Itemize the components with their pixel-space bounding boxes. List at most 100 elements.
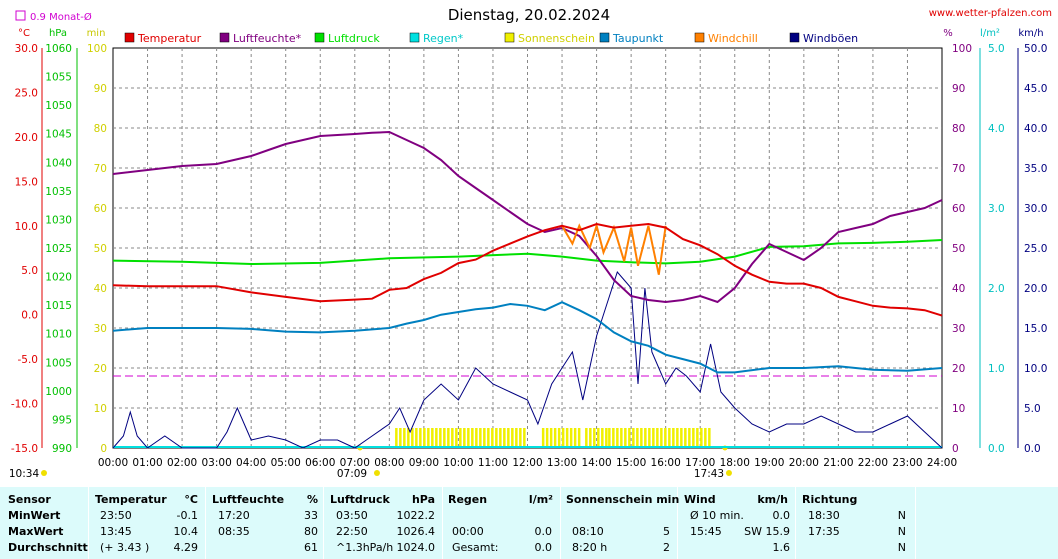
sunshine-bar [605,428,608,448]
stats-temp-time: 13:45 [100,525,132,538]
stats-row-label: Durchschnitt [8,541,88,554]
stats-dir-time: 17:35 [808,525,840,538]
pressure-tick-label: 1010 [45,329,72,341]
sunshine-bar [511,428,514,448]
pressure-tick-label: 1060 [45,43,72,55]
sunshine-bar [415,428,418,448]
stats-temp-value: 10.4 [173,525,199,538]
rain-tick-label: 1.0 [988,363,1005,375]
stats-dir-value: N [897,509,906,522]
wind-tick-label: 50.0 [1024,43,1047,55]
time-tick-label: 04:00 [236,457,266,469]
time-tick-label: 06:00 [305,457,335,469]
sunshine-bar [656,428,659,448]
sunshine-bar [680,428,683,448]
time-tick-label: 09:00 [409,457,439,469]
sunshine-bar [443,428,446,448]
sunshine-tick-label: 100 [87,43,107,55]
sunshine-bar [692,428,695,448]
time-tick-label: 11:00 [478,457,508,469]
sunshine-bar [423,428,426,448]
sunshine-bar [676,428,679,448]
series-line-temperatur [112,222,943,317]
website-label: www.wetter-pfalzen.com [929,8,1052,19]
sunshine-bar [632,428,635,448]
current-time-sun-icon [41,470,47,476]
sunshine-bar [411,428,414,448]
sunshine-tick-label: 90 [94,83,107,95]
stats-header-unit: % [306,493,318,506]
legend-label: Taupunkt [612,32,664,45]
pressure-tick-label: 1005 [45,357,72,369]
temp-tick-label: 15.0 [15,176,38,188]
sunshine-bar [523,428,526,448]
sunshine-bar [628,428,631,448]
sunshine-bar [487,428,490,448]
time-tick-label: 22:00 [858,457,888,469]
wind-tick-label: 0.0 [1024,443,1041,455]
humidity-tick-label: 100 [952,43,972,55]
sunshine-bar [565,428,569,448]
stats-press-time: 22:50 [336,525,368,538]
sunshine-bar [431,428,434,448]
pressure-tick-label: 1025 [45,243,72,255]
table-column-separator [795,487,796,559]
time-tick-label: 12:00 [512,457,542,469]
sunshine-bar [616,428,619,448]
pressure-tick-label: 1030 [45,214,72,226]
temp-tick-label: 30.0 [15,43,38,55]
rain-tick-label: 3.0 [988,203,1005,215]
stats-header: Wind [684,493,716,506]
stats-hum-value: 80 [304,525,318,538]
stats-sun-value: 2 [663,541,670,554]
wind-tick-label: 40.0 [1024,123,1047,135]
sunshine-bar [407,428,410,448]
humidity-tick-label: 20 [952,363,965,375]
time-tick-label: 24:00 [927,457,957,469]
rain-unit-label: l/m² [980,28,1000,39]
sunshine-bar [395,428,398,448]
pressure-tick-label: 1035 [45,186,72,198]
sunshine-bar [624,428,627,448]
time-tick-label: 17:00 [685,457,715,469]
sunshine-bar [541,428,545,448]
stats-sun-time: 8:20 h [572,541,608,554]
stats-dir-time: 18:30 [808,509,840,522]
time-tick-label: 07:00 [340,457,370,469]
sunshine-tick-label: 50 [94,243,107,255]
sunshine-bar [459,428,462,448]
series-line-taupunkt [112,301,943,374]
stats-header: Richtung [802,493,858,506]
humidity-tick-label: 90 [952,83,965,95]
current-time-label: 10:34 [9,468,40,480]
pressure-tick-label: 1000 [45,386,72,398]
sunshine-bar [573,428,577,448]
stats-header-unit: °C [184,493,198,506]
stats-temp-time: 23:50 [100,509,132,522]
sunshine-tick-label: 0 [100,443,107,455]
sunshine-bar [507,428,510,448]
sunshine-bar [499,428,502,448]
time-tick-label: 15:00 [616,457,646,469]
humidity-tick-label: 60 [952,203,965,215]
wind-tick-label: 5.0 [1024,403,1041,415]
sunshine-bar [403,428,406,448]
sunshine-bar [577,428,581,448]
pressure-tick-label: 1055 [45,72,72,84]
sunrise-label: 07:09 [337,468,367,480]
time-tick-label: 02:00 [167,457,197,469]
humidity-tick-label: 40 [952,283,965,295]
series-line-luftfeuchte [112,130,943,304]
pressure-tick-label: 995 [52,414,72,426]
temp-tick-label: 5.0 [21,265,38,277]
sunshine-bar [463,428,466,448]
humidity-tick-label: 0 [952,443,959,455]
sunshine-tick-label: 10 [94,403,107,415]
legend-label: Sonnenschein [518,32,595,45]
time-tick-label: 01:00 [132,457,162,469]
stats-wind-value: 0.0 [772,509,791,522]
stats-wind-time: Ø 10 min. [690,509,744,522]
pressure-tick-label: 1020 [45,272,72,284]
sunshine-tick-label: 80 [94,123,107,135]
wind-tick-label: 45.0 [1024,83,1047,95]
